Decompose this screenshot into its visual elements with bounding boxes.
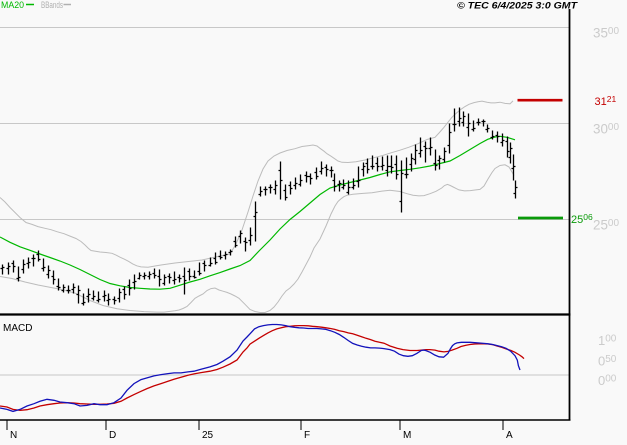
svg-text:3000: 3000 bbox=[593, 122, 619, 137]
svg-text:25: 25 bbox=[202, 430, 214, 440]
svg-text:M: M bbox=[403, 430, 411, 440]
svg-text:A: A bbox=[506, 430, 513, 440]
svg-text:000: 000 bbox=[598, 373, 617, 388]
svg-text:© TEC 6/4/2025 3:0 GMT: © TEC 6/4/2025 3:0 GMT bbox=[457, 1, 579, 11]
svg-text:050: 050 bbox=[598, 354, 617, 369]
svg-text:100: 100 bbox=[598, 333, 617, 348]
svg-text:3500: 3500 bbox=[593, 26, 619, 41]
svg-text:MACD: MACD bbox=[3, 323, 32, 334]
svg-text:BBands: BBands bbox=[41, 0, 63, 10]
svg-text:F: F bbox=[304, 430, 310, 440]
svg-text:MA20: MA20 bbox=[1, 0, 24, 10]
svg-text:2500: 2500 bbox=[593, 218, 619, 233]
svg-text:D: D bbox=[109, 430, 116, 440]
svg-text:N: N bbox=[10, 430, 17, 440]
